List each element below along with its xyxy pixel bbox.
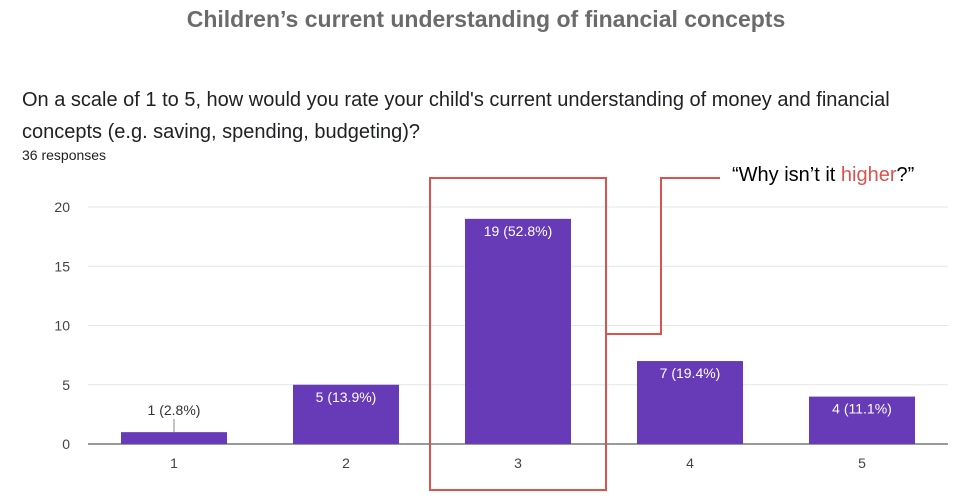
bar: [121, 432, 227, 444]
y-tick-label: 15: [54, 258, 70, 274]
callout-connector: [606, 177, 720, 335]
x-tick-labels: 1 2 3 4 5: [170, 455, 866, 471]
bar: [293, 384, 399, 444]
x-tick-label: 3: [514, 455, 522, 471]
y-tick-label: 10: [54, 318, 70, 334]
data-labels: 1 (2.8%) 5 (13.9%) 19 (52.8%) 7 (19.4%) 4 (1…: [148, 223, 892, 433]
y-tick-label: 20: [54, 199, 70, 215]
callout-highlight-word: higher: [840, 164, 897, 186]
callout-quote: “Why isn’t it higher?”: [732, 164, 914, 187]
bar: [809, 396, 915, 444]
bars: [121, 218, 915, 444]
x-tick-label: 5: [858, 455, 866, 471]
chart-title: Children’s current understanding of fina…: [186, 6, 786, 32]
data-label: 5 (13.9%): [316, 389, 377, 405]
data-label: 19 (52.8%): [484, 223, 552, 239]
x-tick-label: 1: [170, 455, 178, 471]
callout-text-before: “Why isn’t it: [732, 164, 841, 186]
y-tick-label: 0: [62, 436, 70, 452]
question-text: On a scale of 1 to 5, how would you rate…: [22, 89, 890, 143]
response-count: 36 responses: [22, 147, 107, 163]
callout-text-after: ?”: [896, 164, 915, 186]
data-label: 7 (19.4%): [660, 365, 721, 381]
annotations: [429, 177, 720, 491]
y-tick-labels: 0 5 10 15 20: [54, 199, 70, 452]
data-label: 4 (11.1%): [832, 401, 892, 417]
x-tick-label: 4: [686, 455, 694, 471]
y-tick-label: 5: [62, 377, 70, 393]
bar: [465, 218, 571, 444]
x-tick-label: 2: [342, 455, 350, 471]
bar: [637, 361, 743, 444]
data-label: 1 (2.8%): [148, 402, 201, 418]
